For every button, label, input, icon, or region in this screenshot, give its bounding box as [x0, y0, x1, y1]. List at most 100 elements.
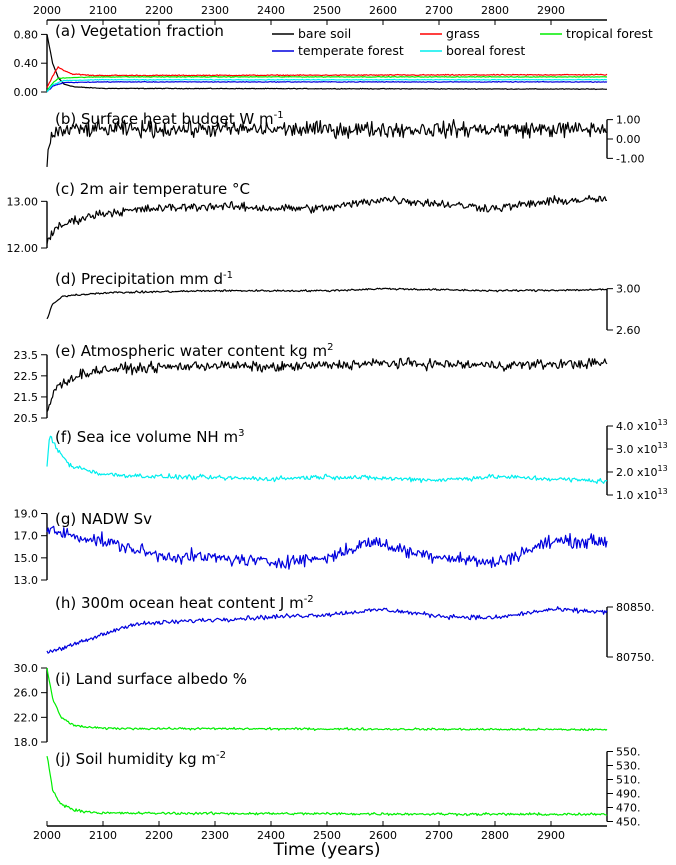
- panel-j: 550.530.510.490.470.450. (j) Soil humidit…: [46, 746, 641, 829]
- panel-g: 13.0 15.0 17.0 19.0 (g) NADW Sv: [14, 508, 608, 587]
- y-tick-label: 2.60: [616, 324, 641, 337]
- panel-title: (f) Sea ice volume NH m3: [55, 428, 244, 446]
- y-tick-label: 490.: [616, 788, 641, 801]
- series-line-panel-8: [46, 667, 608, 732]
- y-tick-label-mantissa: 530.: [616, 760, 641, 773]
- y-tick-label: 17.0: [14, 530, 39, 543]
- bottom-x-tick-label: 2700: [425, 829, 453, 842]
- panel-a: 0.00 0.40 0.80 (a) Vegetation fraction bare …: [14, 22, 653, 99]
- panel-title: (h) 300m ocean heat content J m-2: [55, 594, 314, 612]
- y-tick-label: -1.00: [616, 152, 644, 165]
- y-tick-label: 2.0 x1013: [616, 464, 668, 479]
- legend-label: grass: [446, 26, 480, 41]
- bottom-x-tick-label: 2000: [33, 829, 61, 842]
- y-tick-label: 550.: [616, 746, 641, 759]
- y-tick-label-mantissa: 510.: [616, 774, 641, 787]
- y-tick-label-exponent: 13: [658, 441, 668, 450]
- y-tick-label: 4.0 x1013: [616, 418, 668, 433]
- panel-title-superscript: -1: [223, 270, 233, 281]
- legend: bare soil grass tropical forest temperate f…: [272, 26, 653, 58]
- y-tick-label: 510.: [616, 774, 641, 787]
- series-line-panel-6: [46, 525, 608, 570]
- y-tick-label-exponent: 13: [658, 418, 668, 427]
- y-tick-label-mantissa: 4.0 x10: [616, 420, 658, 433]
- series-line-bare-soil: [46, 34, 608, 91]
- y-tick-label-mantissa: 80850.: [616, 601, 655, 614]
- series-line-panel-3: [46, 287, 608, 320]
- y-tick-label: 19.0: [14, 508, 39, 521]
- y-tick-label-mantissa: 2.0 x10: [616, 466, 658, 479]
- y-tick-label: 0.80: [14, 28, 39, 41]
- y-tick-label: 450.: [616, 816, 641, 829]
- y-tick-label-mantissa: 0.00: [616, 133, 641, 146]
- series-line-panel-9: [46, 755, 608, 817]
- panel-title: (a) Vegetation fraction: [55, 22, 224, 40]
- panel-title-text: (c) 2m air temperature °C: [55, 180, 250, 198]
- panel-i: 18.0 22.0 26.0 30.0 (i) Land surface albedo …: [14, 662, 608, 749]
- panel-title-text: (i) Land surface albedo %: [55, 670, 247, 688]
- panel-title: (g) NADW Sv: [55, 510, 152, 528]
- y-tick-label-exponent: 13: [658, 487, 668, 496]
- y-tick-label-mantissa: 2.60: [616, 324, 641, 337]
- plot-layer: 2000 2100 2200 2300 2400 2500 2600 2700 2800 2900…: [7, 4, 668, 860]
- panel-h: 80850. 80750. (h) 300m ocean heat content …: [46, 594, 655, 664]
- y-tick-label: 0.40: [14, 57, 39, 70]
- y-tick-label: 3.00: [616, 283, 641, 296]
- x-axis-label: Time (years): [272, 840, 380, 860]
- y-tick-label: 0.00: [616, 133, 641, 146]
- y-tick-label-mantissa: 1.0 x10: [616, 489, 658, 502]
- series-line-panel-7: [46, 606, 608, 654]
- bottom-x-tick-label: 2600: [369, 829, 397, 842]
- top-x-tick-label: 2900: [537, 4, 565, 17]
- panel-title-superscript: 3: [238, 428, 244, 439]
- legend-label: tropical forest: [566, 26, 653, 41]
- y-tick-label: 80850.: [616, 601, 655, 614]
- panel-title: (e) Atmospheric water content kg m2: [55, 342, 333, 360]
- panel-title-superscript: -1: [274, 110, 284, 121]
- y-tick-label: 13.00: [7, 195, 39, 208]
- bottom-x-tick-label: 2800: [481, 829, 509, 842]
- top-x-tick-label: 2000: [33, 4, 61, 17]
- bottom-x-tick-label: 2100: [89, 829, 117, 842]
- y-tick-label: 12.00: [7, 242, 39, 255]
- top-x-tick-label: 2700: [425, 4, 453, 17]
- panel-title-text: (h) 300m ocean heat content J m: [55, 594, 304, 612]
- legend-label: temperate forest: [298, 43, 404, 58]
- y-tick-label: 1.00: [616, 114, 641, 127]
- series-line-boreal-forest: [46, 78, 608, 93]
- y-tick-label: 1.0 x1013: [616, 487, 668, 502]
- series-line-panel-1: [46, 118, 608, 167]
- y-tick-label: 0.00: [14, 86, 39, 99]
- bottom-x-tick-label: 2300: [201, 829, 229, 842]
- y-tick-label: 13.0: [14, 574, 39, 587]
- bottom-x-tick-label: 2400: [257, 829, 285, 842]
- y-tick-label-mantissa: -1.00: [616, 152, 644, 165]
- y-tick-label: 23.5: [14, 349, 39, 362]
- top-x-tick-label: 2200: [145, 4, 173, 17]
- panel-title-superscript: -2: [216, 750, 226, 761]
- legend-label: boreal forest: [446, 43, 525, 58]
- panel-title: (c) 2m air temperature °C: [55, 180, 250, 198]
- y-tick-label-mantissa: 3.00: [616, 283, 641, 296]
- top-x-tick-label: 2800: [481, 4, 509, 17]
- y-tick-label: 30.0: [14, 662, 39, 675]
- panel-title-text: (g) NADW Sv: [55, 510, 152, 528]
- panel-b: 1.00 0.00 -1.00 (b) Surface heat budget W m…: [46, 110, 644, 167]
- y-tick-label: 15.0: [14, 552, 39, 565]
- panel-title: (i) Land surface albedo %: [55, 670, 247, 688]
- y-tick-label-mantissa: 1.00: [616, 114, 641, 127]
- panel-d: 3.00 2.60 (d) Precipitation mm d-1: [46, 270, 641, 337]
- y-tick-label: 80750.: [616, 651, 655, 664]
- panel-title: (j) Soil humidity kg m-2: [55, 750, 226, 768]
- y-tick-label-mantissa: 470.: [616, 802, 641, 815]
- y-tick-label: 20.5: [14, 412, 39, 425]
- panel-e: 20.5 21.5 22.5 23.5 (e) Atmospheric water co…: [14, 342, 608, 425]
- y-tick-label-mantissa: 550.: [616, 746, 641, 759]
- y-tick-label: 22.0: [14, 711, 39, 724]
- y-tick-label: 21.5: [14, 391, 39, 404]
- panel-title-superscript: -2: [304, 594, 314, 605]
- y-tick-label: 530.: [616, 760, 641, 773]
- y-tick-label-exponent: 13: [658, 464, 668, 473]
